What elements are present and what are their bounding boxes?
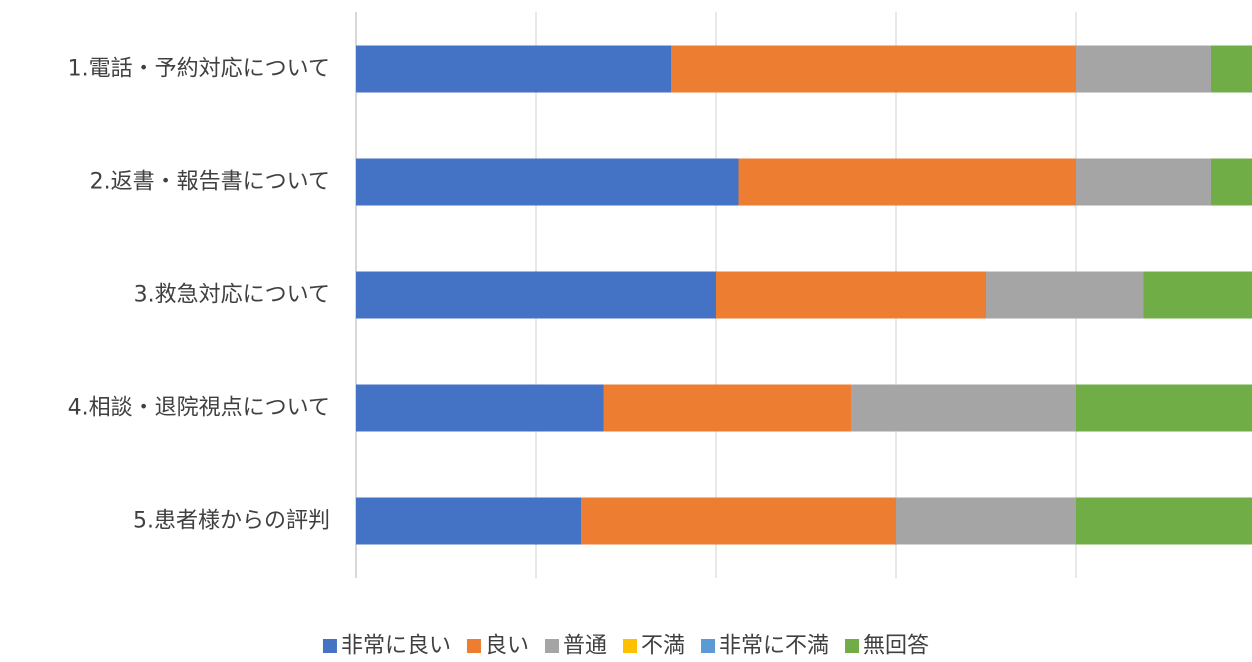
legend-swatch	[544, 639, 559, 653]
bar-segment	[896, 497, 1076, 545]
legend-label: 非常に不満	[719, 634, 829, 659]
bar-segment	[356, 271, 716, 319]
bar-segment	[1143, 271, 1252, 319]
bar-segment	[986, 271, 1144, 319]
legend-item: 無回答	[845, 634, 929, 659]
category-labels: 1.電話・予約対応について 2.返書・報告書について 3.救急対応について 4.相談・…	[68, 57, 330, 534]
bar-segment	[1076, 158, 1211, 206]
bar-segment	[1076, 497, 1252, 545]
legend-item: 普通	[544, 634, 607, 659]
category-label: 2.返書・報告書について	[90, 170, 330, 195]
bar-segment	[738, 158, 1076, 206]
bar-segment	[603, 384, 851, 432]
category-label: 4.相談・退院視点について	[68, 396, 330, 421]
legend-item: 良い	[466, 634, 529, 659]
category-label: 5.患者様からの評判	[133, 509, 330, 534]
legend-swatch	[701, 639, 716, 653]
legend-label: 不満	[641, 634, 685, 659]
bar-segment	[1211, 158, 1252, 206]
legend-swatch	[466, 639, 481, 653]
legend-label: 非常に良い	[341, 634, 451, 659]
category-label: 3.救急対応について	[134, 283, 330, 308]
legend-label: 無回答	[863, 634, 929, 659]
legend-swatch	[322, 639, 337, 653]
bar-segment	[1076, 384, 1252, 432]
legend-item: 不満	[623, 634, 685, 659]
legend: 非常に良い 良い 普通 不満 非常に不満 無回答	[322, 634, 929, 659]
legend-label: 良い	[485, 634, 529, 659]
bar-segment	[1076, 45, 1211, 93]
bars	[356, 45, 1252, 545]
legend-swatch	[623, 639, 637, 653]
bar-segment	[581, 497, 896, 545]
category-label: 1.電話・予約対応について	[68, 57, 330, 82]
legend-item: 非常に良い	[322, 634, 451, 659]
bar-segment	[851, 384, 1076, 432]
bar-segment	[356, 384, 604, 432]
legend-item: 非常に不満	[701, 634, 829, 659]
bar-segment	[356, 45, 671, 93]
legend-swatch	[845, 639, 860, 653]
bar-segment	[356, 158, 739, 206]
bar-segment	[1211, 45, 1252, 93]
bar-segment	[716, 271, 986, 319]
legend-label: 普通	[563, 634, 607, 659]
bar-segment	[671, 45, 1076, 93]
bar-segment	[356, 497, 581, 545]
